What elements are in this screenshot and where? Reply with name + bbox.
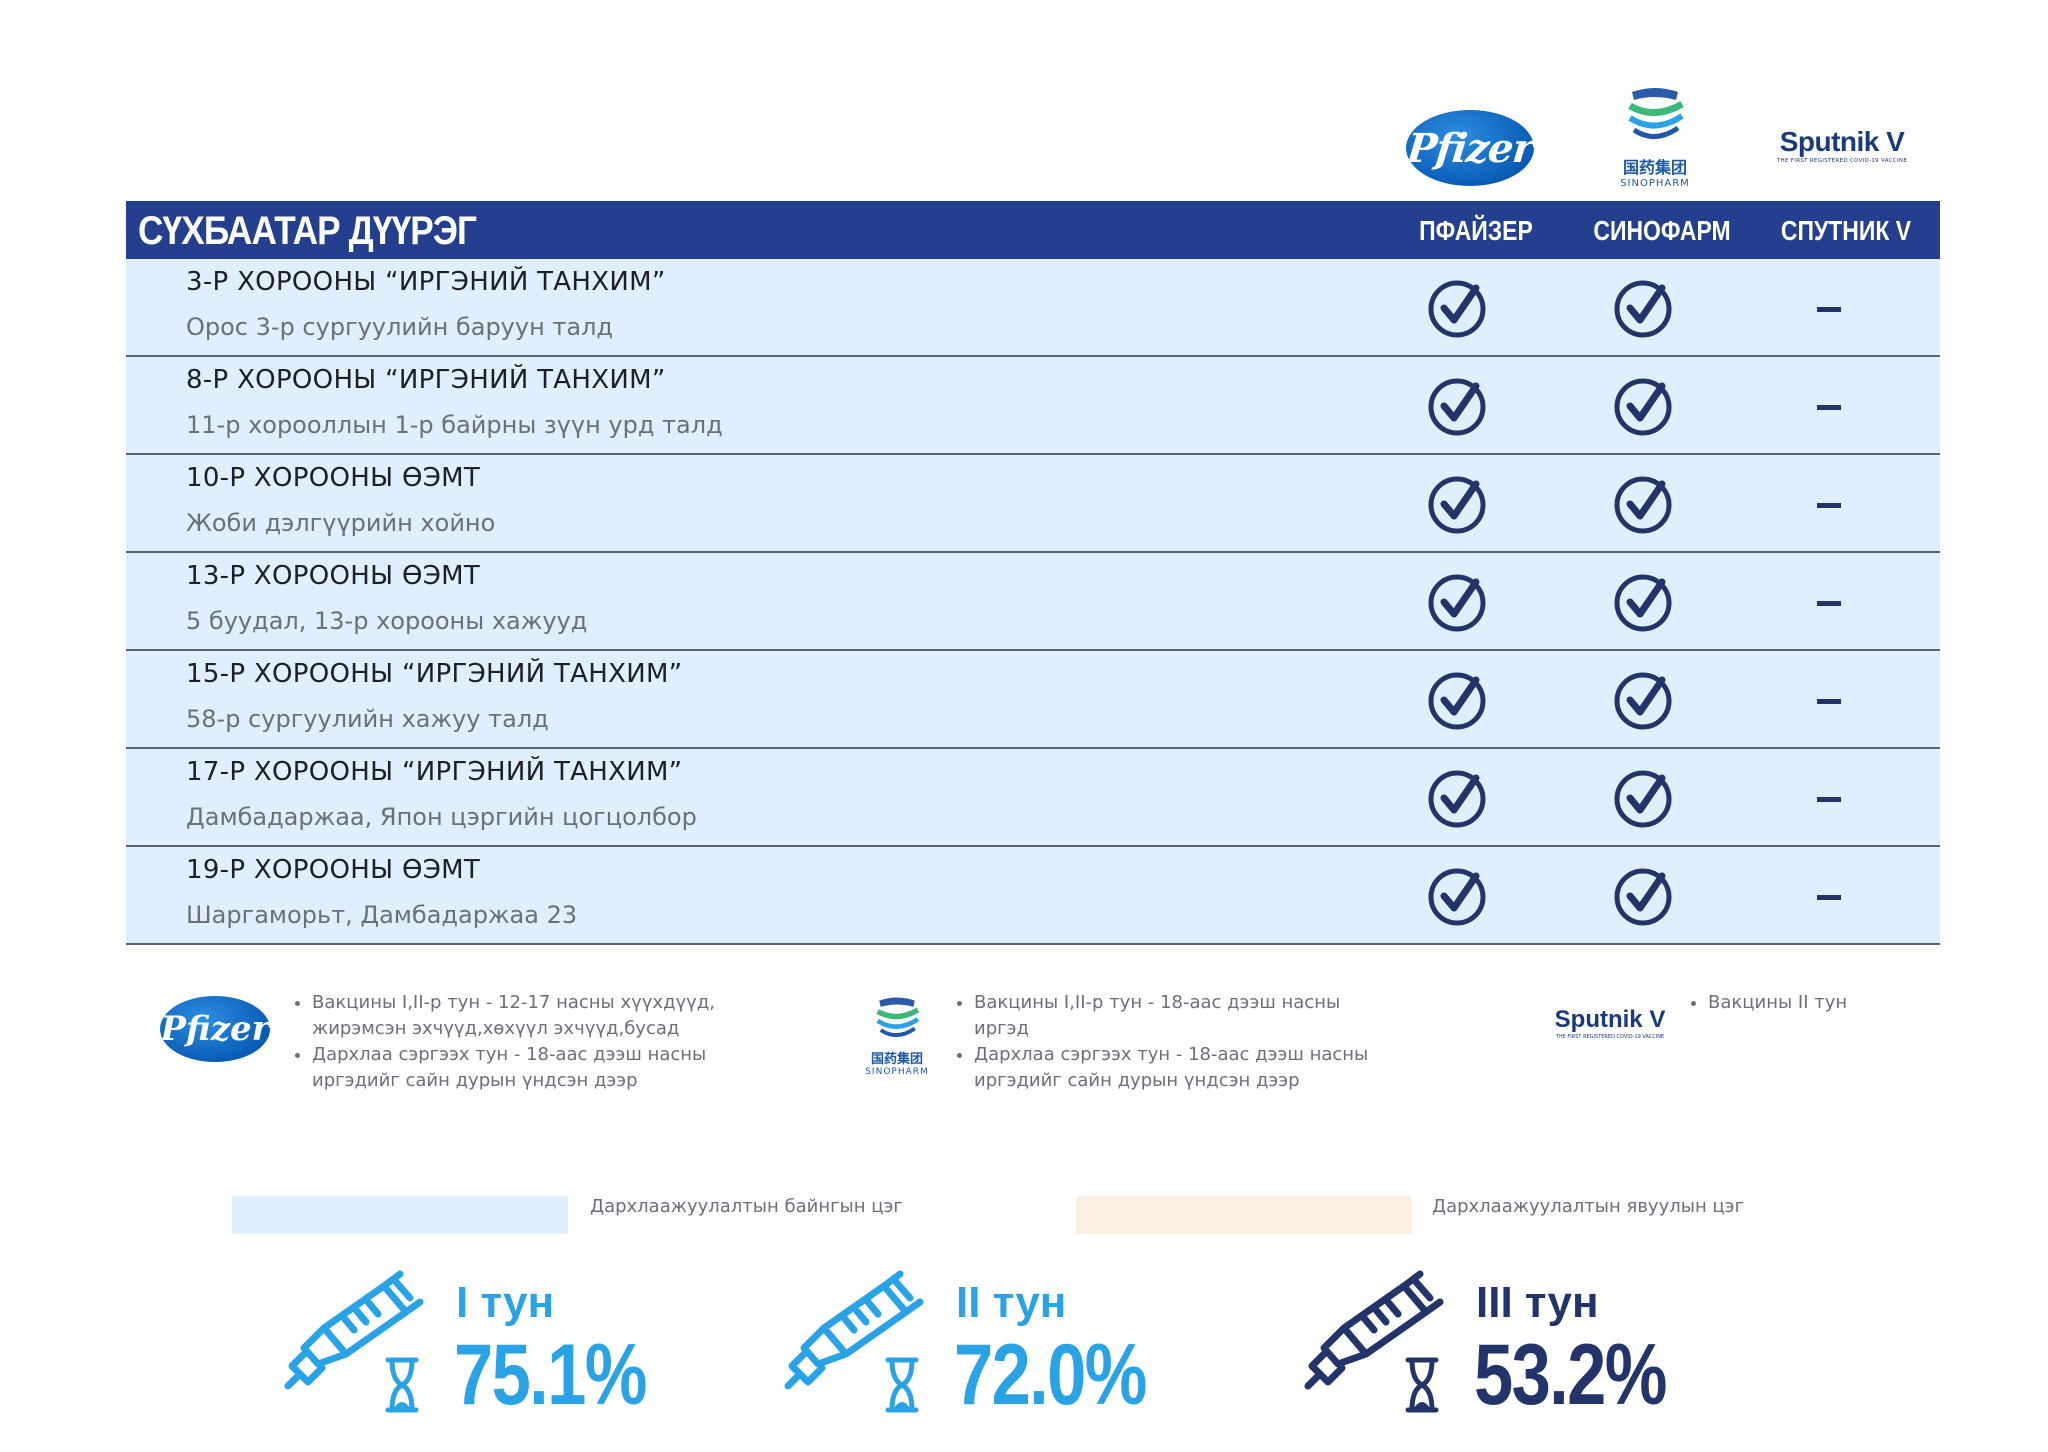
- sputnik-footnote-item: Вакцины II тун: [1708, 990, 1886, 1016]
- check-icon: [1608, 867, 1678, 927]
- column-header-sputnik: СПУТНИК V: [1780, 215, 1912, 246]
- pfizer-logo-small: Pfizer: [160, 996, 270, 1062]
- syringe-icon: [784, 1270, 924, 1390]
- dash-icon: [1794, 867, 1864, 927]
- pfizer-footnote-item: Дархлаа сэргээх тун - 18-аас дээш насны …: [312, 1042, 740, 1094]
- table-row: 13-Р ХОРООНЫ ӨЭМТ 5 буудал, 13-р хорооны …: [126, 553, 1940, 651]
- dash-icon: [1794, 279, 1864, 339]
- site-address: 58-р сургуулийн хажуу талд: [186, 705, 549, 733]
- sinopharm-emblem-small-icon: [876, 997, 920, 1038]
- dash-icon: [1794, 769, 1864, 829]
- sputnik-logo-text: Sputnik V: [1779, 126, 1905, 157]
- sinopharm-footnote-item: Вакцины I,II-р тун - 18-аас дээш насны и…: [974, 990, 1392, 1042]
- dose-percent: 75.1%: [454, 1327, 647, 1423]
- hourglass-icon: [1405, 1357, 1439, 1413]
- table-header: СҮХБААТАР ДҮҮРЭГ ПФАЙЗЕР СИНОФАРМ СПУТНИ…: [126, 201, 1940, 259]
- check-icon: [1608, 475, 1678, 535]
- sinopharm-logo: 国药集团 SINOPHARM: [1610, 86, 1700, 189]
- table-row: 19-Р ХОРООНЫ ӨЭМТ Шаргаморьт, Дамбадаржаа…: [126, 847, 1940, 945]
- check-icon: [1608, 769, 1678, 829]
- pfizer-footnote: Вакцины I,II-р тун - 12-17 насны хүүхдүү…: [290, 990, 740, 1094]
- check-icon: [1422, 279, 1492, 339]
- site-title: 3-Р ХОРООНЫ “ИРГЭНИЙ ТАНХИМ”: [186, 267, 666, 297]
- check-icon: [1422, 671, 1492, 731]
- dash-icon: [1794, 475, 1864, 535]
- column-header-pfizer: ПФАЙЗЕР: [1419, 215, 1533, 246]
- check-icon: [1608, 573, 1678, 633]
- pfizer-footnote-item: Вакцины I,II-р тун - 12-17 насны хүүхдүү…: [312, 990, 740, 1042]
- check-icon: [1608, 279, 1678, 339]
- site-title: 10-Р ХОРООНЫ ӨЭМТ: [186, 463, 481, 493]
- sinopharm-small-en-text: SINOPHARM: [865, 1067, 929, 1077]
- hourglass-icon: [885, 1357, 919, 1413]
- table-row: 15-Р ХОРООНЫ “ИРГЭНИЙ ТАНХИМ” 58-р сургуу…: [126, 651, 1940, 749]
- syringe-icon: [284, 1270, 424, 1390]
- site-title: 19-Р ХОРООНЫ ӨЭМТ: [186, 855, 481, 885]
- table-row: 10-Р ХОРООНЫ ӨЭМТ Жоби дэлгүүрийн хойно: [126, 455, 1940, 553]
- site-address: Жоби дэлгүүрийн хойно: [186, 509, 496, 537]
- dose-label: I тун: [456, 1278, 555, 1327]
- sputnik-logo-small-text: Sputnik V: [1554, 1006, 1666, 1033]
- sinopharm-en-text: SINOPHARM: [1620, 178, 1690, 189]
- hourglass-icon: [385, 1357, 419, 1413]
- sputnik-small-tagline: THE FIRST REGISTERED COVID-19 VACCINE: [1555, 1034, 1665, 1040]
- check-icon: [1422, 475, 1492, 535]
- syringe-icon: [1304, 1270, 1444, 1390]
- site-title: 15-Р ХОРООНЫ “ИРГЭНИЙ ТАНХИМ”: [186, 659, 683, 689]
- site-title: 17-Р ХОРООНЫ “ИРГЭНИЙ ТАНХИМ”: [186, 757, 683, 787]
- legend-mobile-label: Дархлаажуулалтын явуулын цэг: [1432, 1196, 1745, 1217]
- sputnik-logo-small: Sputnik V THE FIRST REGISTERED COVID-19 …: [1548, 1006, 1672, 1040]
- sputnik-logo: Sputnik V THE FIRST REGISTERED COVID-19 …: [1772, 126, 1912, 165]
- dash-icon: [1794, 377, 1864, 437]
- site-address: Орос 3-р сургуулийн баруун талд: [186, 313, 614, 341]
- column-header-sinopharm: СИНОФАРМ: [1593, 215, 1731, 246]
- table-body: 3-Р ХОРООНЫ “ИРГЭНИЙ ТАНХИМ” Орос 3-р сур…: [126, 259, 1940, 945]
- check-icon: [1608, 377, 1678, 437]
- site-title: 13-Р ХОРООНЫ ӨЭМТ: [186, 561, 481, 591]
- vaccination-sites-table: СҮХБААТАР ДҮҮРЭГ ПФАЙЗЕР СИНОФАРМ СПУТНИ…: [126, 201, 1940, 945]
- sinopharm-cn-text: 国药集团: [1622, 158, 1687, 177]
- dose-2-stat: II тун 72.0%: [784, 1268, 1204, 1438]
- check-icon: [1422, 377, 1492, 437]
- check-icon: [1422, 867, 1492, 927]
- pfizer-logo-text: Pfizer: [1404, 124, 1536, 172]
- pfizer-logo: Pfizer: [1404, 110, 1536, 186]
- dash-icon: [1794, 671, 1864, 731]
- site-address: 11-р хорооллын 1-р байрны зүүн урд талд: [186, 411, 723, 439]
- dose-3-stat: III тун 53.2%: [1304, 1268, 1724, 1438]
- table-row: 8-Р ХОРООНЫ “ИРГЭНИЙ ТАНХИМ” 11-р хороолл…: [126, 357, 1940, 455]
- sinopharm-emblem-icon: [1628, 88, 1684, 139]
- dose-1-stat: I тун 75.1%: [284, 1268, 704, 1438]
- sinopharm-footnote: Вакцины I,II-р тун - 18-аас дээш насны и…: [952, 990, 1392, 1094]
- table-row: 3-Р ХОРООНЫ “ИРГЭНИЙ ТАНХИМ” Орос 3-р сур…: [126, 259, 1940, 357]
- district-title: СҮХБААТАР ДҮҮРЭГ: [138, 209, 477, 253]
- table-row: 17-Р ХОРООНЫ “ИРГЭНИЙ ТАНХИМ” Дамбадаржаа…: [126, 749, 1940, 847]
- sinopharm-logo-small: 国药集团 SINOPHARM: [862, 996, 932, 1077]
- site-address: Шаргаморьт, Дамбадаржаа 23: [186, 901, 578, 929]
- legend-fixed-label: Дархлаажуулалтын байнгын цэг: [590, 1196, 903, 1217]
- dose-label: III тун: [1476, 1278, 1599, 1327]
- dose-percent: 72.0%: [954, 1327, 1147, 1423]
- check-icon: [1422, 769, 1492, 829]
- sinopharm-small-cn-text: 国药集团: [870, 1052, 923, 1067]
- site-address: Дамбадаржаа, Япон цэргийн цогцолбор: [186, 803, 697, 831]
- dose-percent: 53.2%: [1474, 1327, 1667, 1423]
- check-icon: [1608, 671, 1678, 731]
- legend-fixed-swatch: [232, 1196, 568, 1234]
- site-address: 5 буудал, 13-р хорооны хажууд: [186, 607, 588, 635]
- check-icon: [1422, 573, 1492, 633]
- pfizer-logo-small-text: Pfizer: [160, 1009, 270, 1049]
- sinopharm-footnote-item: Дархлаа сэргээх тун - 18-аас дээш насны …: [974, 1042, 1392, 1094]
- sputnik-tagline: THE FIRST REGISTERED COVID-19 VACCINE: [1776, 158, 1908, 164]
- dose-label: II тун: [956, 1278, 1067, 1327]
- sputnik-footnote: Вакцины II тун: [1686, 990, 1886, 1016]
- site-title: 8-Р ХОРООНЫ “ИРГЭНИЙ ТАНХИМ”: [186, 365, 666, 395]
- dash-icon: [1794, 573, 1864, 633]
- legend-mobile-swatch: [1076, 1196, 1412, 1234]
